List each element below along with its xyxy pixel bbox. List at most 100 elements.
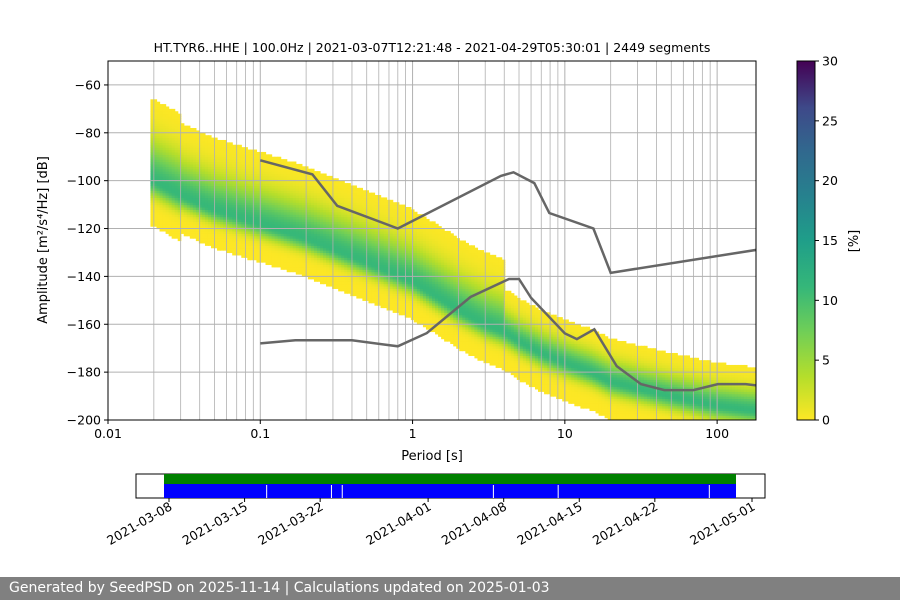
heatmap-cell <box>386 300 391 304</box>
heatmap-cell <box>377 242 382 246</box>
heatmap-cell <box>398 206 403 210</box>
heatmap-cell <box>177 163 182 167</box>
heatmap-cell <box>180 230 185 234</box>
heatmap-cell <box>326 216 330 220</box>
heatmap-cell <box>217 223 221 227</box>
heatmap-cell <box>338 233 342 237</box>
heatmap-cell <box>226 235 230 239</box>
heatmap-cell <box>289 199 294 203</box>
heatmap-cell <box>165 151 170 155</box>
heatmap-cell <box>168 147 173 151</box>
heatmap-cell <box>371 228 376 232</box>
heatmap-cell <box>247 247 251 251</box>
heatmap-cell <box>150 125 155 129</box>
heatmap-cell <box>217 233 221 237</box>
heatmap-cell <box>292 228 297 232</box>
heatmap-cell <box>174 199 179 203</box>
heatmap-cell <box>177 151 182 155</box>
heatmap-cell <box>323 262 327 266</box>
heatmap-cell <box>168 197 173 201</box>
heatmap-cell <box>329 266 333 270</box>
heatmap-cell <box>250 187 254 191</box>
heatmap-cell <box>159 116 164 120</box>
heatmap-cell <box>316 218 321 222</box>
heatmap-cell <box>174 206 179 210</box>
heatmap-cell <box>377 197 382 201</box>
heatmap-cell <box>256 228 261 232</box>
heatmap-cell <box>271 242 276 246</box>
heatmap-cell <box>277 257 282 261</box>
heatmap-cell <box>244 216 248 220</box>
heatmap-cell <box>289 185 294 189</box>
heatmap-cell <box>347 281 351 285</box>
heatmap-cell <box>398 285 403 289</box>
heatmap-cell <box>198 137 203 141</box>
heatmap-cell <box>286 202 291 206</box>
heatmap-cell <box>177 202 182 206</box>
heatmap-cell <box>265 209 270 213</box>
heatmap-cell <box>153 125 158 129</box>
heatmap-cell <box>274 173 279 177</box>
heatmap-cell <box>341 235 345 239</box>
heatmap-cell <box>244 247 248 251</box>
heatmap-cell <box>159 228 164 232</box>
heatmap-cell <box>232 199 236 203</box>
heatmap-cell <box>383 293 388 297</box>
heatmap-cell <box>232 178 236 182</box>
heatmap-cell <box>174 113 179 117</box>
heatmap-cell <box>217 159 221 163</box>
heatmap-cell <box>220 204 224 208</box>
heatmap-cell <box>226 218 230 222</box>
heatmap-cell <box>211 161 215 165</box>
heatmap-cell <box>307 266 312 270</box>
heatmap-cell <box>250 171 254 175</box>
heatmap-cell <box>250 257 254 261</box>
heatmap-cell <box>226 156 230 160</box>
heatmap-cell <box>398 300 403 304</box>
heatmap-cell <box>256 171 261 175</box>
heatmap-cell <box>192 151 197 155</box>
heatmap-cell <box>274 206 279 210</box>
heatmap-cell <box>192 132 197 136</box>
heatmap-cell <box>195 218 200 222</box>
heatmap-cell <box>268 163 273 167</box>
heatmap-cell <box>304 192 309 196</box>
heatmap-cell <box>217 183 221 187</box>
heatmap-cell <box>335 206 339 210</box>
heatmap-cell <box>374 195 379 199</box>
heatmap-cell <box>292 226 297 230</box>
heatmap-cell <box>174 125 179 129</box>
heatmap-cell <box>241 247 245 251</box>
heatmap-cell <box>207 209 212 213</box>
heatmap-cell <box>386 209 391 213</box>
heatmap-cell <box>377 285 382 289</box>
heatmap-cell <box>316 192 321 196</box>
heatmap-cell <box>386 257 391 261</box>
heatmap-cell <box>365 290 370 294</box>
heatmap-cell <box>259 204 264 208</box>
heatmap-cell <box>153 135 158 139</box>
heatmap-cell <box>380 297 385 301</box>
heatmap-cell <box>292 230 297 234</box>
heatmap-cell <box>250 195 254 199</box>
heatmap-cell <box>386 302 391 306</box>
heatmap-cell <box>159 125 164 129</box>
heatmap-cell <box>201 230 206 234</box>
heatmap-cell <box>286 252 291 256</box>
heatmap-cell <box>353 192 357 196</box>
heatmap-cell <box>214 242 218 246</box>
heatmap-cell <box>165 214 170 218</box>
heatmap-cell <box>347 216 351 220</box>
heatmap-cell <box>192 214 197 218</box>
heatmap-cell <box>159 147 164 151</box>
heatmap-cell <box>259 252 264 256</box>
heatmap-cell <box>207 230 212 234</box>
heatmap-cell <box>365 209 370 213</box>
heatmap-cell <box>183 151 188 155</box>
heatmap-cell <box>323 199 327 203</box>
heatmap-cell <box>171 154 176 158</box>
heatmap-cell <box>277 247 282 251</box>
heatmap-cell <box>392 240 397 244</box>
heatmap-cell <box>344 269 348 273</box>
heatmap-cell <box>374 230 379 234</box>
